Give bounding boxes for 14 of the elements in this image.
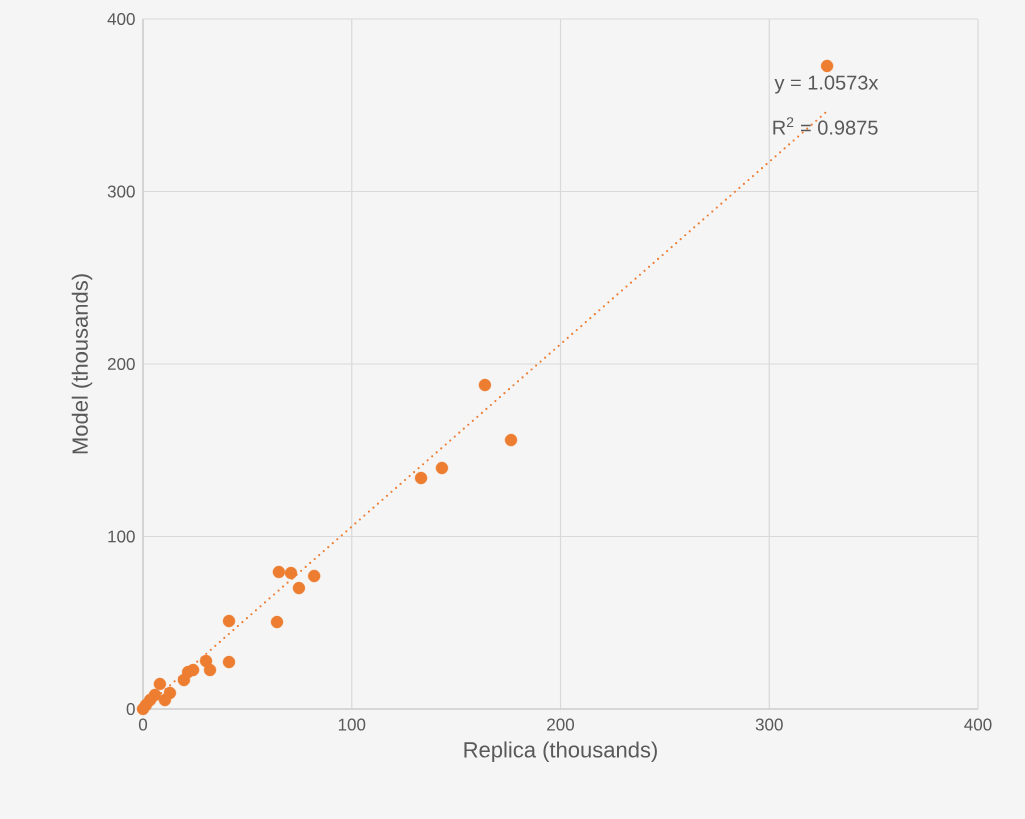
y-tick-label: 0 xyxy=(126,702,135,716)
y-tick-label: 400 xyxy=(107,12,135,26)
x-axis-title: Replica (thousands) xyxy=(464,741,657,762)
annotation: y = 1.0573x xyxy=(774,75,879,94)
y-tick-label: 100 xyxy=(108,530,135,543)
x-tick-label: 0 xyxy=(138,718,148,731)
x-tick-label: 300 xyxy=(755,718,783,731)
x-tick-label: 100 xyxy=(338,718,366,731)
x-tick-label: 200 xyxy=(547,718,575,731)
x-tick-label: 400 xyxy=(964,718,992,731)
y-axis-title: Model (thousands) xyxy=(71,274,93,454)
y-tick-label: 200 xyxy=(107,357,135,371)
y-tick-label: 300 xyxy=(107,185,135,198)
annotation: R$^{2}$ = 0.9875 xyxy=(773,117,878,135)
